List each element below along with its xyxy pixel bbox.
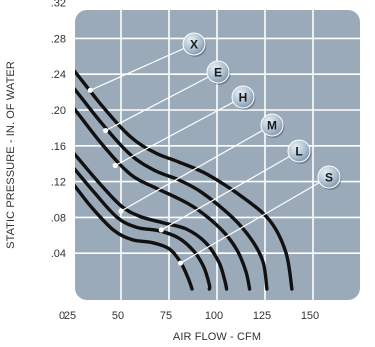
x-axis-title: AIR FLOW - CFM bbox=[173, 331, 261, 343]
series-label-l: L bbox=[295, 145, 302, 159]
series-callouts: X E H M L S bbox=[87, 32, 342, 266]
callout-leader-e bbox=[105, 71, 219, 132]
callout-dot-e bbox=[103, 127, 109, 134]
callout-dot-h bbox=[112, 162, 118, 169]
callout-leader-h bbox=[114, 96, 244, 167]
series-badge-s bbox=[317, 165, 341, 189]
curve-s bbox=[75, 135, 194, 291]
callout-dot-s bbox=[177, 260, 184, 266]
series-badge-h bbox=[231, 85, 255, 109]
series-label-e: E bbox=[214, 66, 222, 80]
x-tick-label: 100 bbox=[205, 310, 223, 322]
curve-m bbox=[75, 99, 229, 291]
series-label-s: S bbox=[325, 171, 333, 185]
y-tick-label: .24 bbox=[51, 69, 66, 81]
series-badge-x bbox=[182, 32, 206, 56]
y-tick-label: .04 bbox=[51, 248, 66, 260]
x-tick-label: 150 bbox=[301, 310, 319, 322]
y-tick-label: .20 bbox=[51, 105, 66, 117]
y-tick-label: .16 bbox=[51, 141, 66, 153]
curve-h bbox=[75, 56, 252, 291]
y-tick-label: .32 bbox=[51, 0, 66, 10]
x-tick-label: 75 bbox=[160, 310, 172, 322]
callout-leader-l bbox=[161, 150, 300, 231]
x-tick-label: 0 bbox=[59, 310, 65, 322]
series-badge-m bbox=[260, 113, 284, 137]
x-tick-label: 25 bbox=[64, 310, 76, 322]
y-tick-label: .08 bbox=[51, 212, 66, 224]
series-badge-l bbox=[287, 139, 311, 163]
x-axis-ticks: 025 50 75 100 125 150 bbox=[59, 310, 319, 322]
series-label-x: X bbox=[190, 38, 198, 52]
series-badge-e bbox=[206, 60, 230, 84]
series-label-h: H bbox=[239, 91, 248, 105]
callout-dot-x bbox=[87, 87, 93, 93]
series-label-m: M bbox=[267, 119, 277, 133]
curve-e bbox=[75, 38, 269, 291]
callout-leader-s bbox=[180, 176, 330, 264]
callout-leader-m bbox=[120, 124, 273, 212]
x-tick-label: 50 bbox=[112, 310, 124, 322]
callout-dot-l bbox=[158, 227, 164, 233]
callout-leader-x bbox=[90, 43, 195, 91]
y-axis-ticks: .04 .08 .12 .16 .20 .24 .28 .32 bbox=[51, 0, 66, 260]
y-tick-label: .12 bbox=[51, 177, 66, 189]
y-axis-title: STATIC PRESSURE - IN. OF WATER bbox=[5, 61, 17, 249]
x-tick-label: 125 bbox=[253, 310, 271, 322]
y-tick-label: .28 bbox=[51, 33, 66, 45]
callout-dot-m bbox=[118, 208, 124, 214]
